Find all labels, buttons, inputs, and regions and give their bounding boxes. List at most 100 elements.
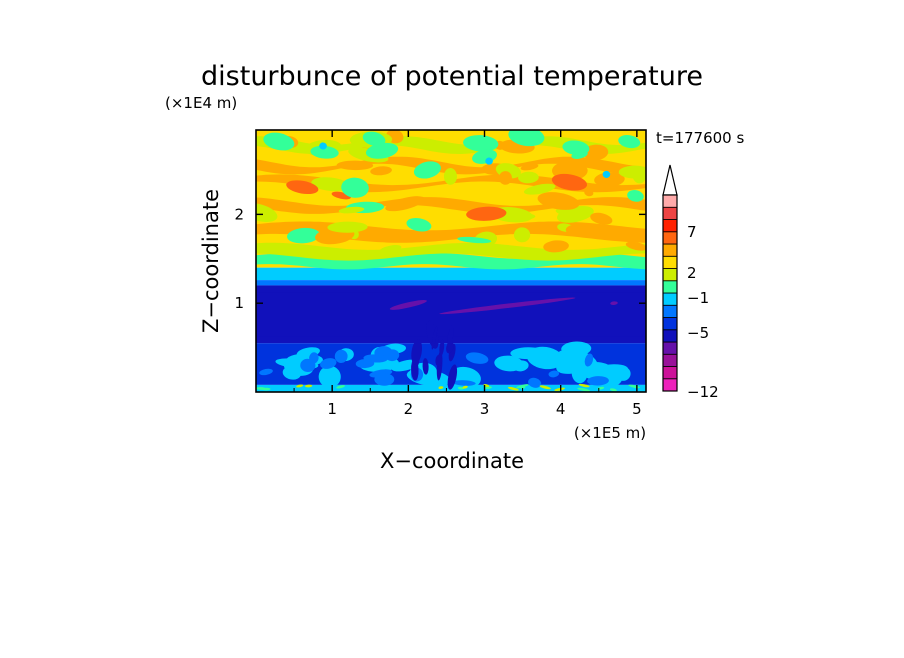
green-patch	[463, 135, 499, 152]
blue-cell	[548, 370, 560, 378]
surface-fleck	[457, 386, 464, 390]
purple-streak	[610, 301, 618, 306]
surface-fleck	[256, 387, 267, 390]
blue-cell	[259, 368, 273, 376]
colorbar-tick-label: −12	[687, 383, 719, 401]
surface-fleck	[438, 386, 444, 389]
colorbar-swatch	[662, 255, 678, 269]
field-blob	[406, 217, 432, 232]
lime-stripe	[256, 136, 646, 154]
field-blob	[543, 240, 569, 253]
blue-cell	[452, 380, 476, 386]
blue-cell	[374, 373, 395, 386]
blue-cell	[355, 359, 375, 369]
cyan-cell	[556, 355, 594, 374]
field-blob	[590, 212, 613, 225]
field-blob	[584, 189, 594, 197]
surface-fleck	[507, 386, 519, 391]
cyan-cell	[526, 346, 564, 370]
cyan-patch	[602, 170, 611, 178]
colorbar-tick-label: −5	[687, 324, 709, 342]
field-blob	[537, 192, 580, 210]
purple-streak	[389, 300, 427, 310]
colorbar-swatch	[662, 219, 678, 233]
cyan-cell	[318, 365, 341, 388]
field-blob	[256, 203, 278, 222]
x-tick-label: 3	[480, 400, 490, 418]
plume-streak	[422, 358, 429, 375]
surface-fleck	[539, 385, 551, 390]
field-blob	[327, 221, 368, 233]
green-patch	[413, 161, 441, 179]
field-blob	[551, 173, 588, 191]
green-patch	[341, 177, 369, 198]
blue-cell	[334, 349, 348, 364]
field-blob	[466, 206, 507, 221]
plot-frame	[255, 129, 647, 393]
time-label: t=177600 s	[656, 129, 744, 147]
plume-streak	[435, 354, 443, 367]
chart-title: disturbunce of potential temperature	[201, 61, 703, 92]
green-patch	[310, 145, 339, 159]
colorbar-swatch	[662, 231, 678, 245]
blue-cell	[465, 352, 489, 364]
field-blob	[286, 180, 319, 195]
plume-streak	[411, 339, 423, 365]
green-patch	[618, 135, 641, 149]
y-unit-label: (×1E4 m)	[165, 94, 237, 112]
field-blob	[287, 227, 320, 244]
x-tick-label: 2	[404, 400, 414, 418]
colorbar-swatch	[662, 194, 678, 208]
colorbar-swatch	[662, 280, 678, 294]
colorbar-swatch	[662, 353, 678, 367]
blue-cell	[587, 376, 609, 386]
surface-fleck	[296, 384, 304, 388]
cyan-cell	[494, 355, 524, 372]
surface-fleck	[554, 387, 565, 392]
surface-fleck	[577, 387, 591, 392]
green-patch	[263, 132, 295, 151]
cyan-patch	[319, 142, 327, 150]
colorbar-extend-arrow	[662, 164, 678, 196]
y-tick-label: 2	[234, 205, 244, 223]
colorbar-swatch	[662, 329, 678, 343]
cyan-patch	[485, 157, 493, 165]
lime-stripe	[256, 242, 646, 261]
green-patch	[362, 131, 386, 147]
colorbar-tick-label: −1	[687, 289, 709, 307]
plume-streak	[447, 364, 458, 390]
x-tick-label: 1	[327, 400, 337, 418]
x-axis-label: X−coordinate	[380, 449, 524, 473]
field-blob	[632, 166, 646, 184]
field-blob	[311, 177, 350, 192]
colorbar-swatch	[662, 341, 678, 355]
colorbar: 7 2 −1 −5 −12	[662, 164, 719, 401]
surface-fleck	[336, 385, 345, 389]
colorbar-tick-label: 7	[687, 223, 697, 241]
field-blob	[555, 208, 581, 218]
field-band	[256, 280, 646, 286]
blue-cell	[584, 353, 594, 367]
green-patch	[562, 140, 590, 156]
plume-streak	[447, 325, 454, 352]
field-blob	[385, 196, 425, 212]
colorbar-frame	[662, 194, 678, 392]
surface-fleck	[578, 383, 590, 388]
field-blob	[523, 183, 556, 195]
plume-streak	[439, 339, 445, 356]
field-blob	[518, 171, 539, 184]
field-blob	[583, 144, 609, 161]
y-axis-label: Z−coordinate	[199, 189, 223, 333]
field-blob	[625, 241, 646, 251]
field-blob	[565, 224, 586, 236]
field-blob	[594, 172, 625, 187]
surface-fleck	[484, 386, 492, 390]
colorbar-tick-label: 2	[687, 264, 697, 282]
blue-cell	[320, 358, 337, 369]
colorbar-swatch	[662, 292, 678, 306]
green-patch	[508, 130, 545, 147]
surface-fleck	[519, 385, 526, 389]
axes: 1 2 3 4 5 1 2	[234, 130, 646, 418]
field-blob	[370, 166, 392, 176]
